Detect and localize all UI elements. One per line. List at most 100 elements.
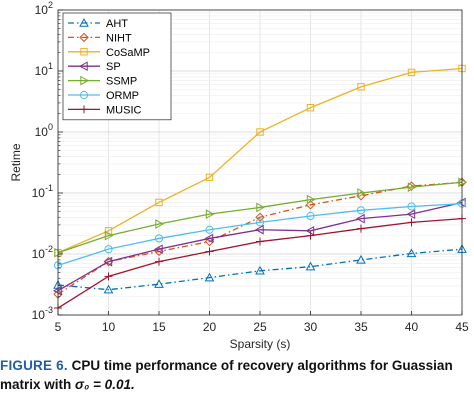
series-ormp (53, 199, 467, 270)
data-point (205, 225, 214, 234)
data-point (154, 234, 164, 243)
legend-marker (79, 32, 89, 43)
data-point (406, 181, 417, 191)
y-tick-label: 101 (35, 61, 53, 78)
retime-chart: 5 10 15 20 25 30 35 40 45 10-3 10-2 10-1 100 101 102 S… (9, 0, 469, 351)
legend-label: SP (106, 61, 121, 73)
data-point (256, 128, 264, 136)
series-line (57, 201, 463, 292)
legend-label: SSMP (106, 76, 137, 88)
series-aht (53, 244, 467, 294)
data-point (407, 218, 416, 227)
x-tick-label: 25 (253, 320, 267, 334)
x-tick-label: 10 (102, 320, 116, 334)
data-point (103, 256, 113, 267)
legend-marker (79, 90, 89, 100)
data-point (104, 230, 114, 241)
legend-label: NIHT (106, 32, 132, 44)
data-point (154, 279, 164, 288)
data-point (356, 206, 366, 215)
legend-marker (80, 75, 90, 86)
data-point (306, 104, 315, 112)
caption-text-prefix: matrix with (0, 377, 76, 392)
legend-item-aht: AHT (68, 17, 128, 30)
caption-text: CPU time performance of recovery algorit… (71, 358, 453, 373)
legend: AHT NIHT CoSaMP SP SSMP ORMP MUSIC (62, 12, 172, 121)
data-point (104, 272, 113, 281)
data-point (204, 233, 214, 244)
grid (57, 9, 463, 316)
legend-item-music: MUSIC (68, 104, 142, 116)
x-tick-label: 5 (55, 320, 62, 334)
data-point (155, 198, 163, 207)
legend-marker (79, 17, 89, 27)
data-point (256, 237, 264, 246)
x-axis-label: Sparsity (s) (230, 337, 291, 351)
legend-label: AHT (106, 18, 128, 30)
data-point (407, 182, 417, 192)
data-point (306, 211, 315, 221)
legend-item-niht: NIHT (68, 32, 132, 44)
caption-line-2: matrix with σ₀ = 0.01. (0, 375, 474, 394)
y-tick-label: 102 (35, 0, 53, 17)
data-point (306, 194, 316, 205)
data-point (256, 202, 266, 213)
data-point (205, 247, 214, 256)
data-point (103, 284, 114, 294)
y-tick-label: 100 (35, 122, 53, 139)
data-point (357, 224, 365, 233)
data-point (407, 202, 416, 211)
x-tick-label: 20 (203, 320, 217, 334)
legend-item-ormp: ORMP (68, 90, 139, 102)
series-line (57, 248, 463, 291)
x-tick-label: 30 (304, 320, 318, 334)
legend-marker (80, 48, 88, 56)
tick-labels: 5 10 15 20 25 30 35 40 45 10-3 10-2 10-1 100 101 102 (32, 0, 469, 334)
data-point (407, 68, 416, 77)
y-tick-label: 10-3 (32, 305, 53, 322)
figure-number: FIGURE 6. (0, 358, 68, 373)
legend-marker (78, 61, 88, 72)
data-point (406, 209, 416, 220)
data-point (357, 83, 365, 91)
data-point (103, 256, 114, 267)
data-point (255, 212, 265, 222)
series-sp (52, 197, 466, 296)
data-point (254, 224, 264, 235)
data-point (155, 257, 163, 266)
data-point (153, 244, 163, 255)
legend-item-sp: SP (68, 61, 121, 73)
legend-label: ORMP (106, 90, 139, 102)
data-point (305, 261, 316, 271)
y-tick-label: 10-1 (32, 183, 53, 200)
data-point (205, 173, 214, 182)
data-point (104, 245, 113, 254)
x-tick-label: 15 (152, 320, 166, 334)
legend-item-cosamp: CoSaMP (68, 47, 150, 59)
legend-label: MUSIC (106, 104, 142, 116)
data-point (104, 227, 113, 235)
data-point (357, 188, 367, 198)
legend-label: CoSaMP (106, 47, 150, 59)
data-point (255, 265, 265, 275)
y-axis-label: Retime (9, 143, 23, 181)
x-tick-label: 40 (405, 320, 419, 334)
data-point (306, 231, 315, 240)
data-point (356, 191, 366, 201)
caption-line-1: FIGURE 6. CPU time performance of recove… (0, 356, 474, 375)
data-point (205, 209, 215, 220)
caption-sigma: σ₀ = 0.01. (75, 377, 135, 392)
data-point (204, 236, 215, 247)
x-tick-label: 45 (455, 320, 469, 334)
legend-marker (80, 105, 88, 114)
data-point (255, 218, 265, 227)
data-point (356, 254, 366, 264)
data-point (406, 248, 417, 258)
series-line (57, 181, 463, 254)
data-point (355, 213, 365, 224)
series-line (57, 202, 463, 267)
y-tick-label: 10-2 (32, 244, 53, 261)
data-point (204, 272, 215, 282)
legend-item-ssmp: SSMP (68, 76, 137, 88)
x-tick-label: 35 (354, 320, 368, 334)
